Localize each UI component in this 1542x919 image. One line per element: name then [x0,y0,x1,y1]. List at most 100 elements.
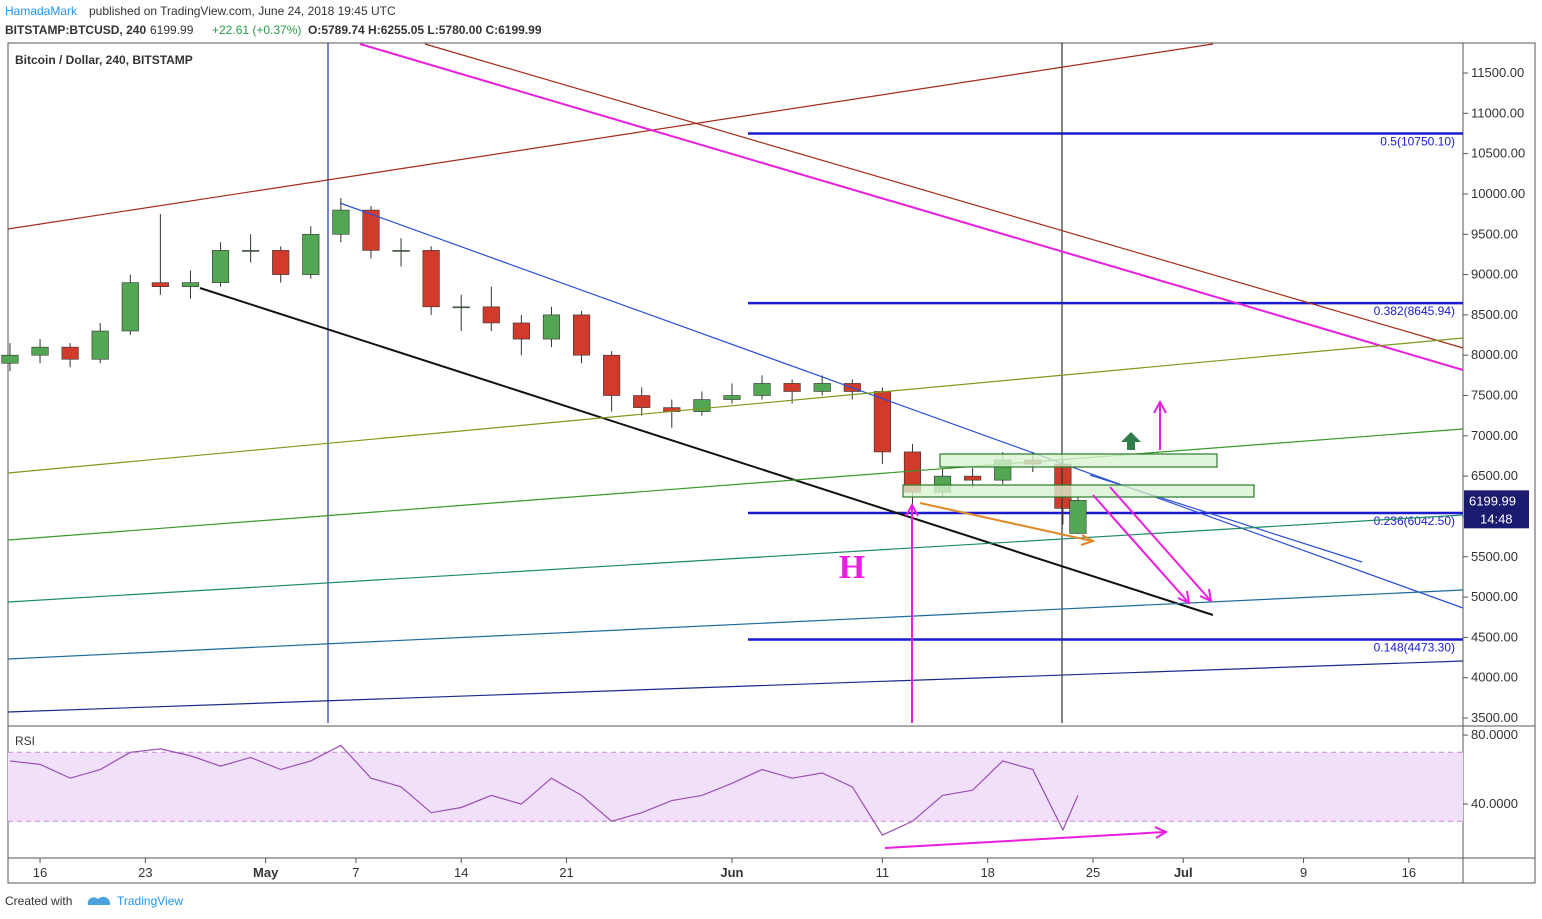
author[interactable]: HamadaMark [5,4,78,18]
countdown: 14:48 [1480,511,1513,526]
trendline [7,514,1464,603]
x-tick-label: 11 [876,865,890,880]
arrow [919,502,1096,546]
fib-label: 0.382(8645.94) [1374,304,1455,318]
frame [7,42,1536,884]
candle-body [211,250,230,283]
trendline [359,43,1464,371]
rsi-line [9,744,1079,836]
y-tick-label: 9500.00 [1471,226,1518,241]
logo [87,896,111,905]
x-tick-label: May [253,865,279,880]
y-tick-label: 9000.00 [1471,267,1518,282]
price-tag-label: 6199.99 [1469,493,1516,508]
trendline [7,428,1464,541]
up-icon [1121,432,1141,450]
y-tick-label: 4000.00 [1471,670,1518,685]
y-tick-label: 6500.00 [1471,468,1518,483]
candle-body [542,314,561,340]
y-tick-label: 10000.00 [1471,186,1525,201]
y-tick-label: 40.0000 [1471,796,1518,811]
candle-body [572,314,591,356]
drawings [7,43,1464,849]
trendline [424,43,1464,349]
fib-label: 0.148(4473.30) [1374,641,1455,655]
y-tick-label: 11500.00 [1471,65,1524,80]
candle-body [91,330,109,360]
x-tick-label: 21 [559,865,573,880]
arrows [884,399,1213,849]
footer-brand[interactable]: TradingView [117,894,183,908]
x-tick-label: 16 [33,865,47,880]
x-tick-label: 25 [1086,865,1100,880]
y-tick-label: 7500.00 [1471,388,1518,403]
candle-body [964,475,982,481]
x-tick-label: 16 [1402,865,1416,880]
change: +22.61 (+0.37%) [212,23,301,37]
pane-title: Bitcoin / Dollar, 240, BITSTAMP [15,53,193,67]
candle-body [753,383,771,396]
candle-body [1,354,19,364]
x-tick-label: Jun [720,865,743,880]
x-tick-label: Jul [1174,865,1193,880]
trendline [7,43,1214,230]
last: 6199.99 [150,23,194,37]
candle-body [31,346,49,356]
y-tick-label: 10500.00 [1471,146,1525,161]
candle-body [633,395,651,408]
candle-body [813,383,831,392]
y-tick-label: 8500.00 [1471,307,1518,322]
price-tag [1464,490,1529,529]
published: published on TradingView.com, June 24, 2… [89,4,396,18]
candle-body [783,383,801,392]
y-tick-label: 5500.00 [1471,549,1518,564]
candle-body [362,209,380,251]
candle-body [723,395,741,400]
candle-body [151,282,169,287]
candle-body [242,250,260,252]
trendline [7,337,1464,474]
x-tick-label: 9 [1300,865,1307,880]
candle-body [181,282,200,287]
candle-body [1069,500,1087,534]
rsi-band [8,752,1463,822]
candle-body [61,346,79,360]
rsi-title: RSI [15,734,35,748]
candle-body [512,322,530,340]
annotation: H [839,549,865,586]
zone [939,453,1218,468]
fib-label: 0.236(6042.50) [1374,514,1455,528]
candle-body [693,399,711,412]
y-tick-label: 3500.00 [1471,710,1518,725]
y-tick-label: 7000.00 [1471,428,1518,443]
x-tick-label: 18 [980,865,994,880]
symbol: BITSTAMP:BTCUSD, 240 [5,23,146,37]
zone [902,484,1255,498]
candle-body [392,250,410,252]
trendline [199,287,1214,616]
trendline [339,202,1464,609]
candle-body [302,233,320,275]
candle-body [272,250,290,275]
x-tick-label: 7 [352,865,359,880]
trendline [7,589,1464,660]
candle-body [332,209,350,235]
y-tick-label: 5000.00 [1471,589,1518,604]
fib-label: 0.5(10750.10) [1380,134,1455,148]
x-tick-label: 14 [454,865,468,880]
candle-body [422,250,440,308]
y-tick-label: 8000.00 [1471,347,1518,362]
ohlc: O:5789.74 H:6255.05 L:5780.00 C:6199.99 [308,23,542,37]
candle-body [482,306,500,324]
footer-created: Created with [5,894,72,908]
x-tick-label: 23 [138,865,152,880]
trendline [7,660,1464,713]
candle-body [121,282,139,332]
candle-body [452,306,470,309]
y-tick-label: 11000.00 [1471,105,1524,120]
y-tick-label: 80.0000 [1471,727,1518,742]
y-tick-label: 4500.00 [1471,629,1518,644]
candle-body [603,354,621,396]
